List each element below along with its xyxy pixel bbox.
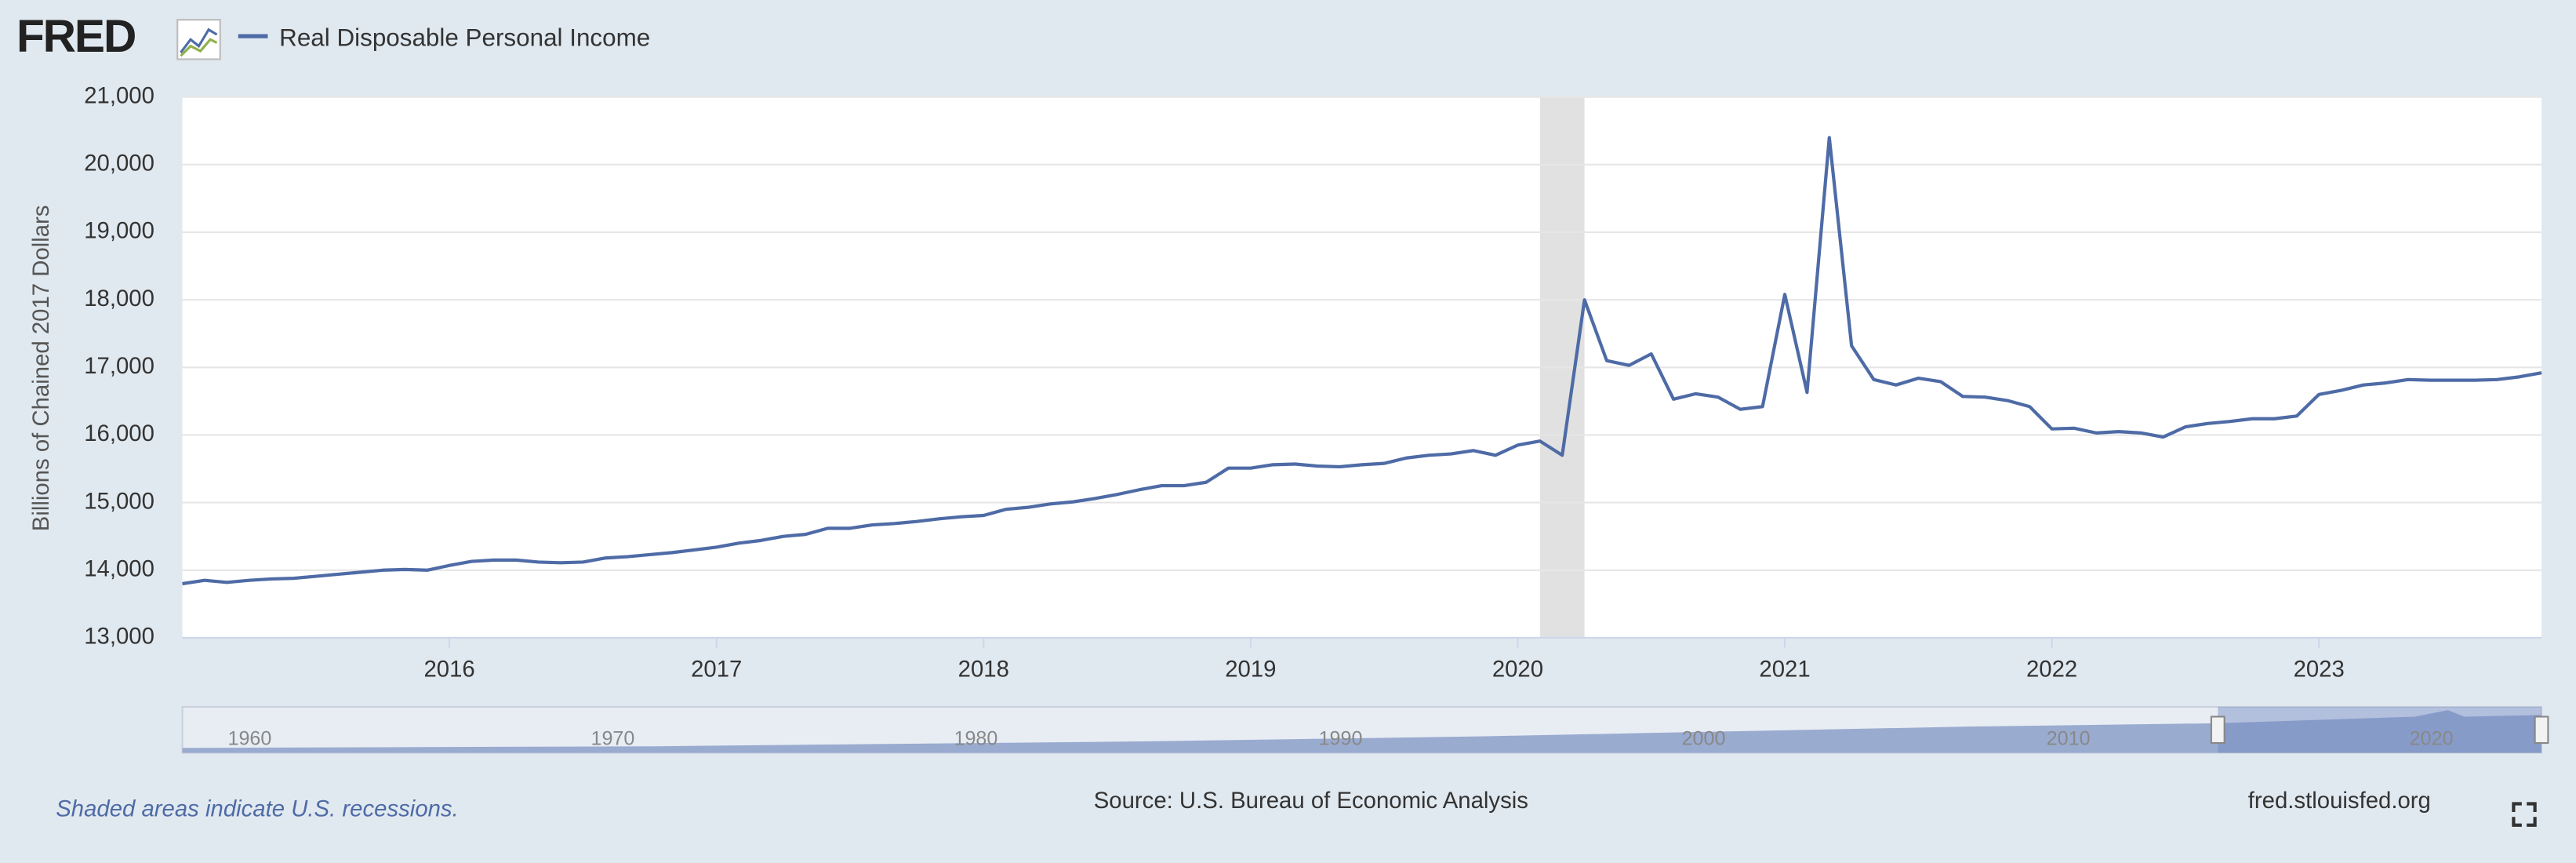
plot xyxy=(182,96,2542,639)
series-line xyxy=(182,136,2542,586)
x-tick-label: 2018 xyxy=(958,657,1009,683)
x-tick-label: 2016 xyxy=(424,657,475,683)
navigator-label: 1970 xyxy=(590,727,634,749)
navigator-handle[interactable] xyxy=(2534,716,2549,745)
logo-icon xyxy=(176,19,221,60)
y-tick-label: 20,000 xyxy=(84,151,154,177)
y-tick-label: 14,000 xyxy=(84,556,154,582)
navigator-label: 1990 xyxy=(1319,727,1363,749)
source: Source: U.S. Bureau of Economic Analysis xyxy=(1094,788,1528,814)
y-tick-label: 18,000 xyxy=(84,286,154,311)
navigator-selection[interactable] xyxy=(2218,706,2542,753)
x-tick-label: 2021 xyxy=(1759,657,1810,683)
y-tick-label: 21,000 xyxy=(84,82,154,108)
site-link[interactable]: fred.stlouisfed.org xyxy=(2248,788,2431,814)
y-tick-label: 15,000 xyxy=(84,488,154,514)
navigator-handle[interactable] xyxy=(2210,716,2225,745)
navigator-label: 2020 xyxy=(2410,727,2454,749)
x-tick-label: 2020 xyxy=(1492,657,1543,683)
logo[interactable]: FRED xyxy=(16,11,136,62)
y-axis-title: Billions of Chained 2017 Dollars xyxy=(28,205,54,531)
navigator-label: 2010 xyxy=(2047,727,2091,749)
fullscreen-button[interactable] xyxy=(2512,802,2537,827)
x-tick-label: 2022 xyxy=(2026,657,2077,683)
navigator-label: 1960 xyxy=(227,727,271,749)
x-tick-label: 2023 xyxy=(2294,657,2345,683)
navigator-area xyxy=(182,710,2542,753)
y-tick-label: 13,000 xyxy=(84,624,154,650)
y-tick-label: 17,000 xyxy=(84,353,154,379)
x-tick-label: 2017 xyxy=(691,657,742,683)
y-tick-label: 16,000 xyxy=(84,421,154,446)
y-tick-label: 19,000 xyxy=(84,218,154,244)
navigator: 1960 1970 1980 1990 2000 2010 2020 xyxy=(181,705,2549,754)
x-tick-label: 2019 xyxy=(1225,657,1276,683)
navigator-label: 1980 xyxy=(954,727,997,749)
recession-note: Shaded areas indicate U.S. recessions. xyxy=(56,796,459,822)
navigator-label: 2000 xyxy=(1682,727,1726,749)
legend-label: Real Disposable Personal Income xyxy=(279,24,650,52)
